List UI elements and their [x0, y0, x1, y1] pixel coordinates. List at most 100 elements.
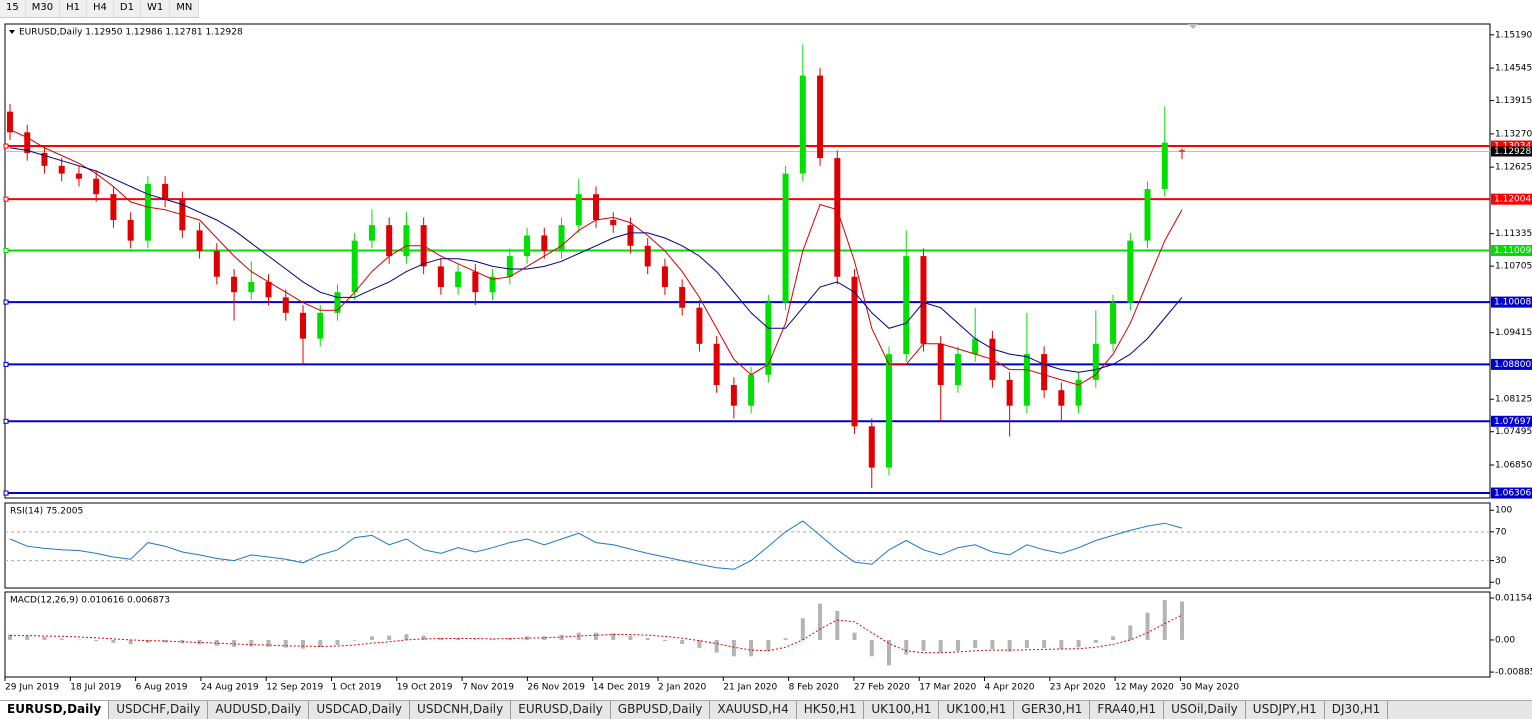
macd-bar — [766, 639, 771, 651]
x-tick-label: 23 Apr 2020 — [1050, 683, 1106, 693]
symbol-tab[interactable]: GBPUSD,Daily — [611, 701, 711, 719]
x-tick-label: 14 Dec 2019 — [593, 683, 651, 693]
candle-body — [748, 374, 755, 406]
candle-body — [834, 158, 841, 277]
symbol-tab[interactable]: HK50,H1 — [797, 701, 865, 719]
macd-bar — [214, 639, 219, 646]
symbol-tab[interactable]: EURUSD,Daily — [511, 701, 611, 719]
candle-body — [868, 426, 875, 468]
candle-body — [144, 183, 151, 241]
timeframe-button[interactable]: H4 — [87, 0, 114, 17]
macd-bar — [1024, 639, 1029, 648]
candle-body — [593, 194, 599, 220]
macd-bar — [1059, 639, 1064, 650]
macd-bar — [800, 618, 805, 640]
rsi-tick-label: 70 — [1495, 527, 1507, 537]
macd-bar — [714, 639, 719, 653]
main-panel — [4, 23, 1491, 499]
macd-bar — [76, 639, 81, 641]
symbol-tab[interactable]: UK100,H1 — [864, 701, 940, 719]
candle-body — [248, 281, 255, 293]
symbol-tab[interactable]: DJ30,H1 — [1325, 701, 1389, 719]
candle-body — [265, 281, 272, 298]
timeframe-button[interactable]: 15 — [0, 0, 26, 17]
candle-body — [1041, 354, 1048, 391]
symbol-tab[interactable]: FRA40,H1 — [1090, 701, 1165, 719]
timeframe-button[interactable]: D1 — [114, 0, 141, 17]
symbol-tab[interactable]: EURUSD,Daily — [0, 701, 110, 719]
timeframe-button[interactable]: H1 — [60, 0, 87, 17]
macd-bar — [628, 635, 633, 640]
macd-bar — [594, 632, 598, 640]
symbol-tab[interactable]: UK100,H1 — [939, 701, 1015, 719]
candle-body — [627, 225, 634, 246]
candle-body — [1006, 379, 1013, 406]
price-tick-label: 1.09415 — [1495, 328, 1532, 338]
macd-bar — [973, 639, 978, 648]
macd-bar — [1111, 636, 1116, 640]
symbol-tabs: EURUSD,Daily USDCHF,Daily AUDUSD,Daily USDC… — [0, 700, 1532, 719]
timeframe-button[interactable]: M30 — [26, 0, 61, 17]
candle-body — [1127, 240, 1134, 303]
candle-body — [782, 173, 789, 303]
macd-bar — [1093, 639, 1098, 643]
candle-body — [765, 302, 772, 375]
candle-body — [541, 235, 548, 251]
level-label-box — [1491, 415, 1532, 427]
macd-bar — [473, 639, 478, 640]
current-price-label: 1.12928 — [1494, 147, 1531, 157]
symbol-tab[interactable]: AUDUSD,Daily — [208, 701, 310, 719]
macd-bar — [283, 639, 288, 648]
x-tick-label: 2 Jan 2020 — [658, 683, 706, 693]
moving-average — [9, 147, 1183, 373]
symbol-tab[interactable]: USOil,Daily — [1164, 701, 1246, 719]
x-tick-label: 12 May 2020 — [1115, 683, 1174, 693]
candle-body — [713, 343, 720, 386]
macd-bar — [421, 635, 426, 640]
macd-bar — [490, 639, 495, 640]
symbol-tab[interactable]: XAUUSD,H4 — [710, 701, 797, 719]
level-label: 1.07697 — [1494, 417, 1531, 427]
candle-body — [1110, 302, 1117, 344]
symbol-tab[interactable]: USDCAD,Daily — [309, 701, 411, 719]
x-tick-label: 24 Aug 2019 — [201, 683, 259, 693]
symbol-tab[interactable]: USDCNH,Daily — [410, 701, 512, 719]
macd-bar — [249, 639, 254, 647]
symbol-tab[interactable]: USDJPY,H1 — [1246, 701, 1325, 719]
macd-tick-label: 0.00 — [1495, 635, 1515, 645]
macd-bar — [990, 639, 995, 650]
macd-bar — [59, 638, 64, 640]
level-label-box — [1491, 358, 1532, 370]
candle-body — [368, 225, 375, 241]
price-tick-label: 1.13270 — [1495, 129, 1532, 139]
candle-body — [1058, 390, 1065, 406]
x-tick-label: 7 Nov 2019 — [462, 683, 514, 693]
macd-bar — [128, 639, 133, 645]
level-handle — [3, 299, 9, 305]
macd-bar — [783, 638, 788, 640]
timeframe-button[interactable]: W1 — [141, 0, 171, 17]
price-tick-label: 1.12625 — [1495, 163, 1532, 173]
candle-body — [937, 343, 944, 386]
x-tick-label: 21 Jan 2020 — [723, 683, 777, 693]
candle-body — [386, 225, 393, 257]
x-tick-label: 18 Jul 2019 — [70, 683, 121, 693]
level-label-box — [1491, 193, 1532, 205]
macd-bar — [904, 639, 909, 655]
timeframe-button[interactable]: MN — [170, 0, 200, 17]
candle-body — [196, 230, 203, 251]
level-label: 1.06306 — [1494, 489, 1531, 499]
symbol-tab[interactable]: USDCHF,Daily — [109, 701, 209, 719]
symbol-tab[interactable]: GER30,H1 — [1014, 701, 1091, 719]
macd-bar — [955, 639, 960, 651]
candle-body — [472, 271, 479, 293]
candle-body — [886, 354, 892, 468]
level-handle — [3, 418, 9, 424]
rsi-tick-label: 0 — [1495, 578, 1501, 588]
macd-bar — [921, 639, 926, 651]
level-label-box — [1491, 487, 1532, 499]
moving-average — [9, 129, 1183, 386]
macd-bar — [507, 638, 512, 640]
macd-bar — [611, 633, 616, 640]
candle-body — [1075, 379, 1082, 406]
